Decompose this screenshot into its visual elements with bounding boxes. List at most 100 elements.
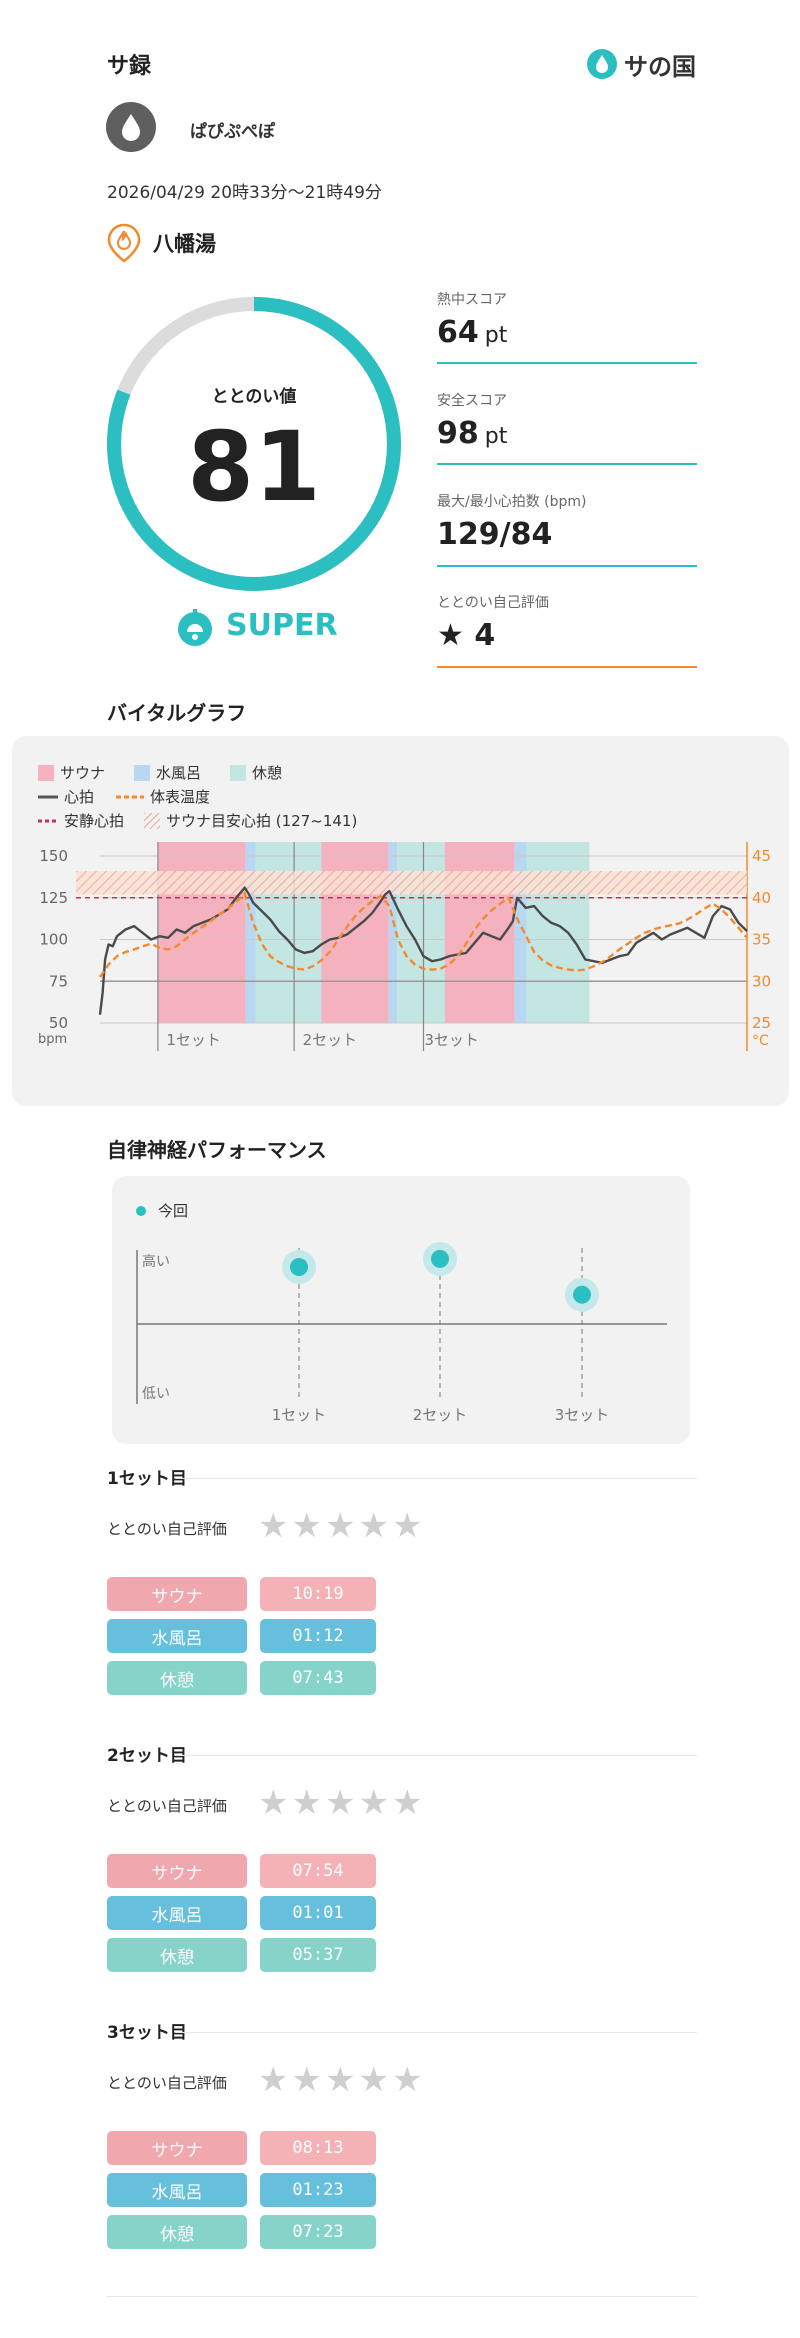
ans-point <box>573 1285 591 1304</box>
phase-time: 01:01 <box>260 1896 376 1930</box>
page-title: サ録 <box>107 54 152 79</box>
phase-name: 休憩 <box>107 2215 247 2249</box>
star-icon[interactable]: ★ <box>291 2060 322 2100</box>
star-icon[interactable]: ★ <box>324 1783 356 1823</box>
heart-rate-label: 最大/最小心拍数 (bpm) <box>437 494 587 510</box>
vital-graph-title: バイタルグラフ <box>107 701 247 725</box>
ans-point <box>290 1258 308 1277</box>
self-eval-stars[interactable]: ★ ★ ★ ★ ★ <box>258 2062 422 2098</box>
ans-high-label: 高い <box>142 1253 170 1270</box>
place-name: 八幡湯 <box>153 232 216 256</box>
star-icon[interactable]: ★ <box>258 1506 289 1546</box>
star-icon[interactable]: ★ <box>391 2060 423 2100</box>
target-hr-band <box>76 871 747 895</box>
phase-rest-band <box>397 842 445 1023</box>
phase-sauna-band <box>321 842 389 1023</box>
safety-score-value: 98 pt <box>437 416 508 451</box>
legend-heart: 心拍 <box>38 788 95 806</box>
y-tick-right: 30 <box>752 972 771 990</box>
ans-card: 今回 高い 低い 1セット 2セット 3セット <box>112 1176 690 1444</box>
phase-time: 01:23 <box>260 2173 376 2207</box>
y-unit-right: °C <box>752 1033 769 1049</box>
phase-name: 水風呂 <box>107 2173 247 2207</box>
logo-text: サの国 <box>624 52 696 81</box>
body-temp-line <box>99 891 748 978</box>
ans-chart: 今回 高い 低い 1セット 2セット 3セット <box>136 1202 667 1424</box>
phase-name: 休憩 <box>107 1661 247 1695</box>
vital-graph-card: サウナ 水風呂 休憩 心拍 体表温度 安静心拍 サウナ目安心拍 (127~141… <box>12 736 789 1106</box>
phase-time: 07:43 <box>260 1661 376 1695</box>
star-icon[interactable]: ★ <box>391 1506 423 1546</box>
y-tick-left: 75 <box>49 972 68 990</box>
heat-score-divider <box>437 362 697 364</box>
set-axis-label: 1セット <box>166 1031 221 1049</box>
set-axis-label: 2セット <box>303 1031 358 1049</box>
phase-time: 01:12 <box>260 1619 376 1653</box>
star-icon[interactable]: ★ <box>358 1506 389 1546</box>
phase-time: 10:19 <box>260 1577 376 1611</box>
ans-x-label: 2セット <box>413 1406 468 1424</box>
phase-name: 水風呂 <box>107 1896 247 1930</box>
self-eval-value: ★ 4 <box>437 618 496 653</box>
app-logo[interactable]: サの国 <box>586 46 698 82</box>
heart-rate-line <box>98 886 748 1015</box>
self-eval-divider <box>437 666 697 668</box>
self-eval-stars[interactable]: ★ ★ ★ ★ ★ <box>258 1508 422 1544</box>
phase-name: 水風呂 <box>107 1619 247 1653</box>
vital-chart: 150 125 100 75 50 45 40 35 30 25 bpm °C 1セット 2セット 3セット <box>38 842 771 1051</box>
phase-sauna-band <box>157 842 246 1023</box>
y-tick-right: 25 <box>752 1014 771 1032</box>
ans-legend: 今回 <box>158 1202 188 1220</box>
phase-rest-band <box>526 842 590 1023</box>
heart-rate-divider <box>437 565 697 567</box>
set-title: 1セット目 <box>107 1469 187 1489</box>
phase-time: 07:23 <box>260 2215 376 2249</box>
set-divider <box>175 2032 697 2033</box>
legend-dot <box>136 1206 146 1216</box>
y-tick-right: 45 <box>752 847 771 865</box>
safety-score-label: 安全スコア <box>437 393 507 409</box>
set-divider <box>175 1478 697 1479</box>
y-tick-right: 40 <box>752 889 771 907</box>
phase-water-band <box>388 842 398 1023</box>
flame-icon <box>106 223 142 267</box>
ans-low-label: 低い <box>142 1386 170 1402</box>
y-tick-left: 125 <box>39 889 68 907</box>
bottom-divider <box>107 2296 697 2297</box>
legend-target: サウナ目安心拍 (127~141) <box>144 810 357 831</box>
heart-rate-value: 129/84 <box>437 517 553 552</box>
star-icon[interactable]: ★ <box>291 1783 322 1823</box>
phase-name: サウナ <box>107 1577 247 1611</box>
totonoi-ring <box>107 297 401 591</box>
totonoi-level: SUPER <box>226 608 338 643</box>
phase-name: サウナ <box>107 1854 247 1888</box>
y-tick-left: 150 <box>39 847 68 865</box>
totonoi-label: ととのい値 <box>211 387 297 407</box>
bell-icon <box>176 608 214 652</box>
star-icon[interactable]: ★ <box>324 2060 356 2100</box>
y-tick-right: 35 <box>752 931 771 949</box>
legend-rest: 休憩 <box>230 762 282 783</box>
heat-score-label: 熱中スコア <box>437 292 507 308</box>
legend-resting: 安静心拍 <box>38 812 125 830</box>
username: ぱぴぷぺぽ <box>190 122 275 142</box>
heat-score-value: 64 pt <box>437 315 508 350</box>
star-icon[interactable]: ★ <box>258 2060 289 2100</box>
star-icon[interactable]: ★ <box>291 1506 322 1546</box>
star-icon[interactable]: ★ <box>258 1783 289 1823</box>
drop-logo-icon <box>587 49 617 79</box>
star-icon: ★ <box>437 618 464 653</box>
star-icon[interactable]: ★ <box>391 1783 423 1823</box>
set-axis-label: 3セット <box>424 1031 479 1049</box>
star-icon[interactable]: ★ <box>358 1783 389 1823</box>
set-title: 2セット目 <box>107 1746 187 1766</box>
star-icon[interactable]: ★ <box>358 2060 389 2100</box>
drop-icon <box>122 114 140 141</box>
phase-water-band <box>514 842 527 1023</box>
star-icon[interactable]: ★ <box>324 1506 356 1546</box>
y-tick-left: 100 <box>39 931 68 949</box>
phase-time: 08:13 <box>260 2131 376 2165</box>
phase-water-band <box>245 842 256 1023</box>
self-eval-stars[interactable]: ★ ★ ★ ★ ★ <box>258 1785 422 1821</box>
avatar[interactable] <box>106 102 156 152</box>
